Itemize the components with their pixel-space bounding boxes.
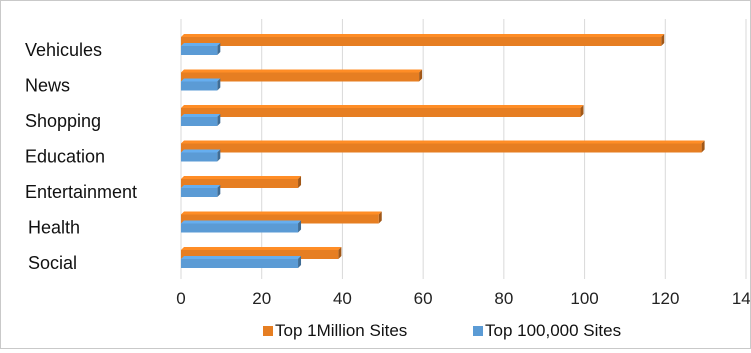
category-label: News — [25, 76, 70, 96]
bar — [181, 179, 299, 188]
bar-side-face — [298, 176, 302, 188]
bar — [181, 250, 339, 259]
bar-top-face — [181, 34, 665, 37]
bar — [181, 152, 218, 162]
x-tick-label: 60 — [414, 289, 433, 308]
bar — [181, 37, 662, 46]
x-tick-label: 100 — [570, 289, 598, 308]
category-label: Vehicules — [25, 40, 102, 60]
bar-side-face — [217, 149, 221, 162]
bar — [181, 223, 299, 233]
bar-top-face — [181, 43, 221, 46]
bar-top-face — [181, 220, 302, 224]
bar-top-face — [181, 185, 221, 188]
legend-swatch — [473, 326, 483, 336]
bar-top-face — [181, 247, 342, 250]
bar-side-face — [217, 43, 221, 55]
x-tick-label: 80 — [494, 289, 513, 308]
bar-side-face — [580, 105, 584, 117]
x-tick-label: 140 — [732, 289, 750, 308]
category-label: Social — [28, 253, 77, 273]
bar-side-face — [298, 220, 302, 233]
bar — [181, 117, 218, 126]
bar — [181, 81, 218, 91]
bar-top-face — [181, 114, 221, 117]
bar — [181, 108, 581, 117]
legend-label: Top 1Million Sites — [275, 321, 407, 340]
bar-top-face — [181, 176, 302, 179]
bar — [181, 143, 702, 153]
bar-top-face — [181, 211, 382, 215]
bar — [181, 214, 379, 224]
bar-side-face — [338, 247, 342, 259]
bar-side-face — [298, 256, 302, 268]
x-tick-label: 20 — [252, 289, 271, 308]
category-label: Health — [28, 218, 80, 238]
x-tick-label: 40 — [333, 289, 352, 308]
category-label: Entertainment — [25, 182, 137, 202]
bar-top-face — [181, 256, 302, 259]
bar-top-face — [181, 69, 423, 73]
bar-side-face — [217, 78, 221, 91]
bar — [181, 46, 218, 55]
bar-side-face — [661, 34, 665, 46]
bar-top-face — [181, 105, 584, 108]
bar-side-face — [419, 69, 423, 82]
category-label: Shopping — [25, 111, 101, 131]
x-tick-label: 120 — [651, 289, 679, 308]
bar — [181, 259, 299, 268]
bar-side-face — [217, 114, 221, 126]
bar-top-face — [181, 149, 221, 153]
legend-label: Top 100,000 Sites — [485, 321, 621, 340]
bar-side-face — [217, 185, 221, 197]
bar-top-face — [181, 140, 705, 144]
category-label: Education — [25, 147, 105, 167]
legend-swatch — [263, 326, 273, 336]
bar-side-face — [378, 211, 382, 224]
bar-top-face — [181, 78, 221, 82]
bar-side-face — [701, 140, 705, 153]
bar — [181, 188, 218, 197]
x-tick-label: 0 — [176, 289, 185, 308]
bar — [181, 72, 420, 82]
